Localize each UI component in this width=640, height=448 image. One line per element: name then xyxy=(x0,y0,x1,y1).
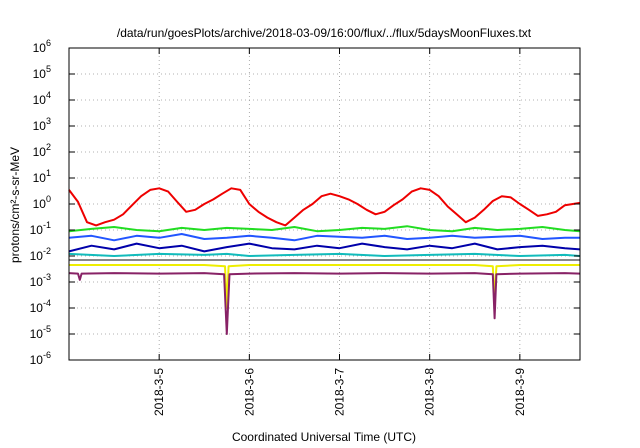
x-tick-label: 2018-3-7 xyxy=(333,368,347,416)
ticks: 10-6 10-5 10-4 10-3 10-2 10-1 100 101 102 103 104 1… xyxy=(30,38,580,416)
plot-frame xyxy=(68,47,581,361)
series-line-7 xyxy=(69,264,580,309)
x-tick-label: 2018-3-8 xyxy=(423,368,437,416)
x-tick-label: 2018-3-9 xyxy=(513,368,527,416)
y-tick-label: 10-3 xyxy=(30,272,51,289)
x-tick-label: 2018-3-5 xyxy=(152,368,166,416)
series-line-1 xyxy=(68,187,581,227)
y-tick-label: 10-2 xyxy=(30,246,51,263)
y-axis-label: protons/cm²-s-sr-MeV xyxy=(8,147,22,263)
y-tick-label: 10-6 xyxy=(30,350,51,367)
y-tick-label: 101 xyxy=(33,168,51,185)
series-line-8 xyxy=(68,272,581,335)
y-tick-label: 102 xyxy=(33,142,51,159)
series-group xyxy=(68,187,581,335)
y-tick-label: 105 xyxy=(33,64,51,81)
y-tick-label: 10-5 xyxy=(30,324,51,341)
chart-title: /data/run/goesPlots/archive/2018-03-09/1… xyxy=(117,26,532,40)
series-line-3 xyxy=(68,233,580,242)
x-axis-label: Coordinated Universal Time (UTC) xyxy=(232,430,416,444)
y-tick-label: 106 xyxy=(33,38,51,55)
y-tick-label: 100 xyxy=(33,194,51,211)
series-line-4 xyxy=(68,242,581,253)
y-tick-label: 10-4 xyxy=(30,298,51,315)
series-line-2 xyxy=(68,225,581,233)
x-tick-label: 2018-3-6 xyxy=(242,368,256,416)
y-tick-label: 10-1 xyxy=(30,220,51,237)
series-line-5 xyxy=(68,252,581,257)
y-tick-label: 104 xyxy=(33,90,51,107)
grid xyxy=(69,48,580,360)
y-tick-label: 103 xyxy=(33,116,51,133)
